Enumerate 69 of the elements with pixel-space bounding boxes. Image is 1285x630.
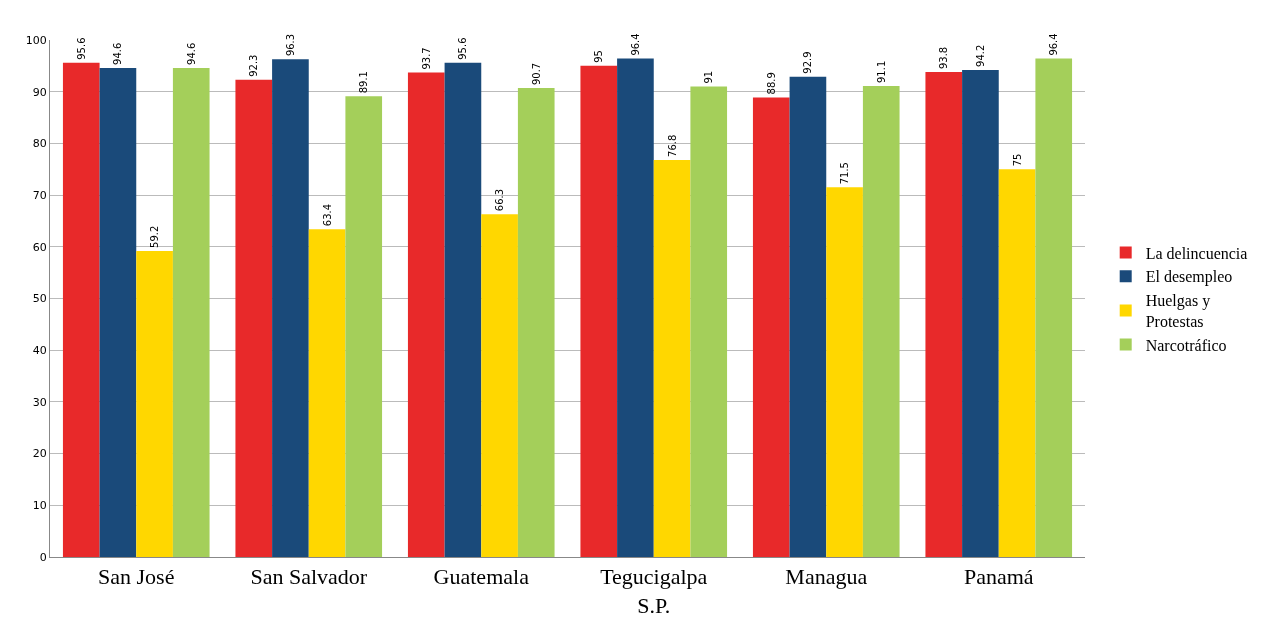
y-tick-label: 50	[32, 292, 47, 306]
data-label: 95.6	[457, 37, 469, 60]
y-tick-label: 10	[32, 499, 47, 513]
y-tick-label: 60	[32, 240, 47, 254]
data-label: 71.5	[839, 162, 851, 185]
bar	[235, 79, 273, 557]
data-label: 92.9	[802, 51, 814, 74]
bar	[826, 187, 863, 557]
bar	[444, 62, 482, 557]
bar	[1035, 58, 1073, 557]
data-label: 75	[1011, 153, 1023, 167]
bar	[517, 88, 555, 557]
bar	[862, 86, 900, 557]
legend-label: Narcotráfico	[1145, 336, 1227, 354]
data-label: 66.3	[494, 188, 506, 212]
data-label: 92.3	[248, 54, 260, 77]
bar	[962, 69, 999, 557]
bar	[481, 214, 518, 557]
y-tick-label: 70	[32, 188, 47, 202]
data-label: 96.3	[284, 33, 296, 57]
bar	[308, 229, 346, 557]
data-label: 90.7	[530, 62, 542, 86]
bar	[789, 76, 827, 557]
bar	[580, 65, 618, 557]
data-label: 91.1	[875, 60, 887, 84]
data-label: 94.6	[112, 42, 124, 65]
bar	[653, 159, 691, 557]
legend-label: La delincuencia	[1145, 244, 1248, 262]
data-label: 96.4	[1048, 33, 1060, 56]
y-tick-label: 100	[25, 33, 47, 47]
bar	[99, 67, 137, 557]
data-label: 91	[703, 70, 715, 84]
x-tick-label: San Salvador	[250, 564, 368, 590]
y-tick-label: 80	[32, 137, 47, 151]
data-label: 93.8	[938, 46, 950, 70]
bar	[752, 97, 790, 557]
bar	[136, 250, 173, 557]
x-tick-label: Guatemala	[433, 564, 530, 590]
bar	[62, 62, 100, 557]
data-label: 94.2	[974, 44, 986, 67]
y-tick-label: 20	[32, 447, 47, 461]
legend-label: Huelgas y Protestas	[1145, 292, 1211, 331]
data-label: 59.2	[149, 225, 161, 248]
data-label: 88.9	[765, 72, 777, 95]
x-tick-label: Panamá	[963, 564, 1034, 590]
bar	[690, 86, 728, 557]
y-tick-label: 0	[39, 550, 47, 564]
data-label: 96.4	[629, 33, 641, 56]
bar	[172, 67, 210, 557]
data-label: 95.6	[75, 37, 87, 60]
data-label: 93.7	[420, 47, 432, 70]
y-tick-label: 90	[32, 85, 47, 99]
y-tick-label: 30	[32, 395, 47, 409]
bar	[407, 72, 445, 557]
data-label: 94.6	[185, 42, 197, 65]
bar	[925, 72, 963, 557]
y-tick-label: 40	[32, 344, 47, 358]
bar	[345, 96, 383, 557]
legend-label: El desempleo	[1145, 268, 1233, 287]
x-tick-label: Tegucigalpa S.P.	[600, 564, 708, 618]
data-label: 89.1	[358, 71, 370, 94]
data-label: 63.4	[321, 203, 333, 227]
x-tick-label: Managua	[785, 564, 868, 590]
data-label: 95	[593, 50, 605, 63]
x-tick-label: San José	[98, 564, 175, 590]
bar	[617, 58, 654, 557]
bar	[998, 169, 1036, 557]
bar	[272, 59, 309, 557]
data-label: 76.8	[666, 134, 678, 157]
